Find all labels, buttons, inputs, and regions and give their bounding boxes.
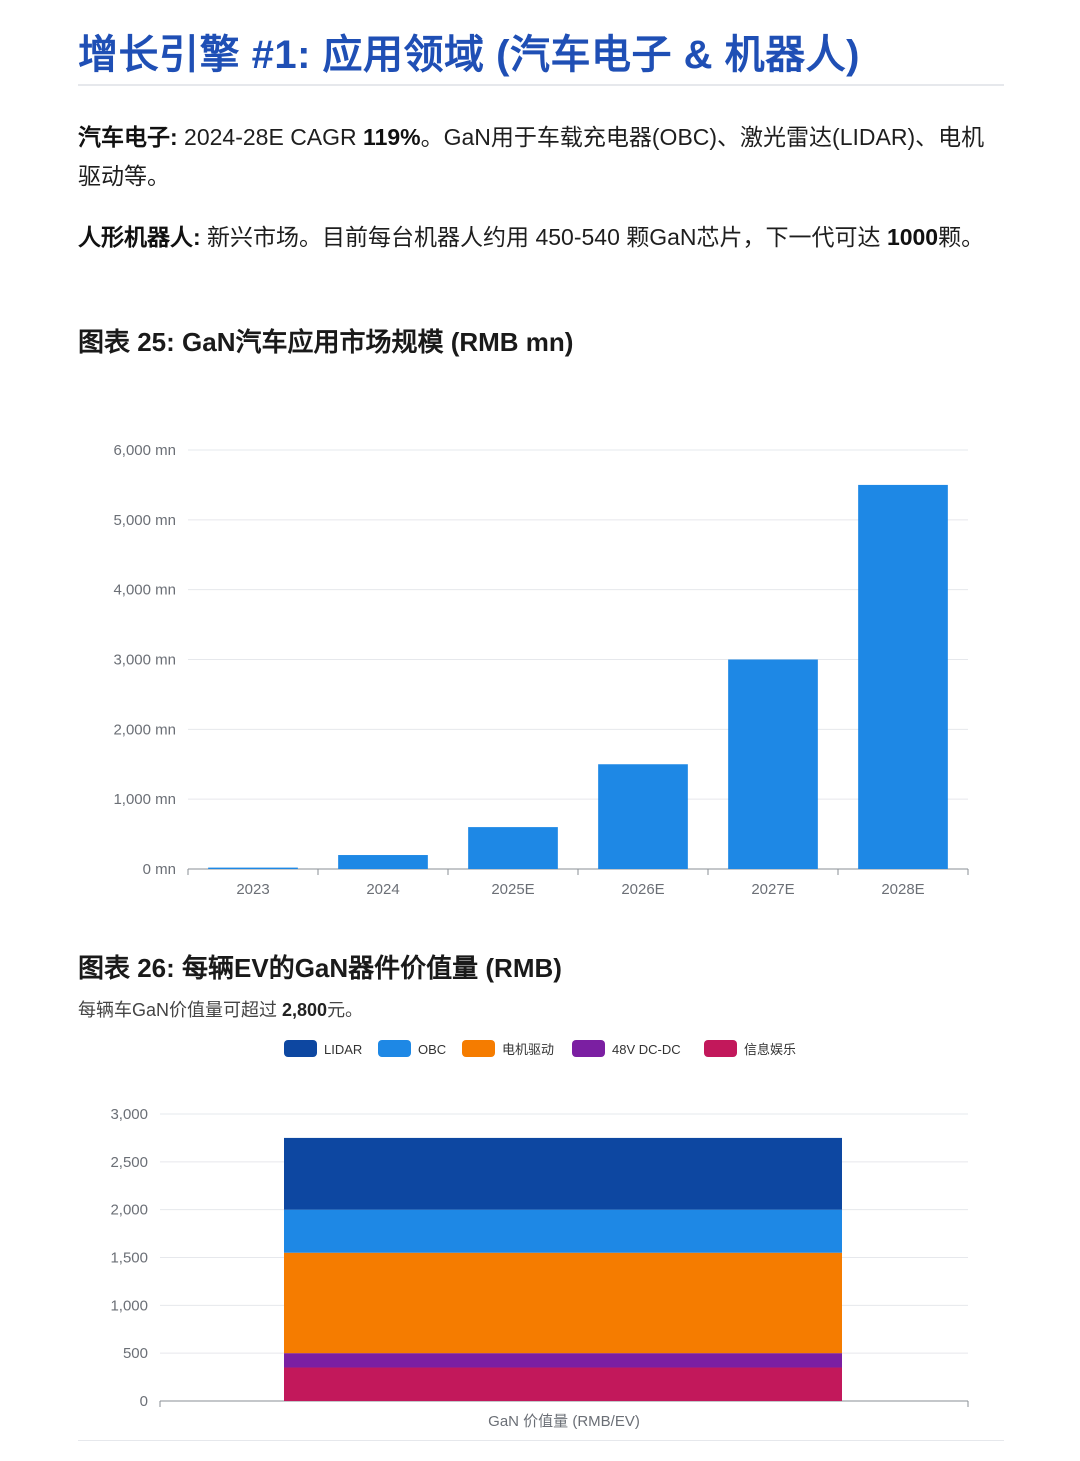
x-tick-label: GaN 价值量 (RMB/EV) (488, 1413, 640, 1430)
figure-26-subtitle: 每辆车GaN价值量可超过 2,800元。 (78, 996, 363, 1022)
figure-26-subtitle-text: 每辆车GaN价值量可超过 (78, 1000, 283, 1020)
legend-swatch (378, 1040, 411, 1057)
bar (338, 855, 428, 869)
auto-electronics-paragraph: 汽车电子: 2024-28E CAGR 119%。GaN用于车载充电器(OBC)… (78, 118, 1004, 196)
legend-swatch (704, 1040, 737, 1057)
legend-swatch (284, 1040, 317, 1057)
figure-26-title: 图表 26: 每辆EV的GaN器件价值量 (RMB) (78, 953, 562, 983)
y-tick-label: 2,000 (110, 1202, 148, 1219)
y-tick-label: 6,000 mn (113, 442, 176, 459)
stack-segment (284, 1367, 842, 1401)
bar (728, 659, 818, 869)
auto-text-1: 2024-28E CAGR (177, 124, 364, 150)
y-tick-label: 1,500 (110, 1250, 148, 1267)
y-tick-label: 2,000 mn (113, 721, 176, 738)
page-title: 增长引擎 #1: 应用领域 (汽车电子 & 机器人) (78, 33, 860, 77)
y-tick-label: 2,500 (110, 1154, 148, 1171)
bar (598, 764, 688, 869)
y-tick-label: 4,000 mn (113, 582, 176, 599)
y-tick-label: 0 mn (143, 861, 176, 878)
y-tick-label: 1,000 mn (113, 791, 176, 808)
market-size-bar-chart: 0 mn 1,000 mn 2,000 mn 3,000 mn 4,000 mn 5,00… (113, 442, 969, 898)
legend-label: OBC (418, 1042, 446, 1057)
legend-swatch (462, 1040, 495, 1057)
bottom-divider (78, 1440, 1004, 1441)
ev-value-stacked-chart: LIDAR OBC 电机驱动 48V DC-DC 信息娱乐 0 500 1,000 1,500 2… (110, 1040, 969, 1430)
figure-25-title: 图表 25: GaN汽车应用市场规模 (RMB mn) (78, 327, 574, 357)
title-divider (78, 84, 1004, 86)
legend-swatch (572, 1040, 605, 1057)
bar (858, 484, 948, 869)
legend-label: 电机驱动 (502, 1042, 554, 1057)
robot-text-2: 颗。 (938, 224, 985, 250)
x-tick-label: 2023 (236, 881, 269, 898)
robot-chip-count: 1000 (886, 224, 939, 250)
y-tick-label: 0 (140, 1393, 148, 1410)
y-tick-label: 1,000 (110, 1297, 148, 1314)
stack-segment (284, 1137, 842, 1210)
bar (208, 867, 298, 869)
figure-26-subtitle-end: 元。 (327, 1000, 364, 1020)
y-tick-label: 500 (123, 1345, 148, 1362)
stack-segment (284, 1252, 842, 1354)
legend-label: LIDAR (324, 1042, 362, 1057)
auto-cagr-value: 119% (363, 124, 421, 150)
x-tick-label: 2025E (491, 881, 534, 898)
stack-segment (284, 1209, 842, 1253)
legend-label: 信息娱乐 (744, 1042, 796, 1057)
x-tick-label: 2028E (881, 881, 924, 898)
figure-26-subtitle-value: 2,800 (282, 1000, 328, 1020)
legend-label: 48V DC-DC (612, 1042, 681, 1057)
stack-segment (284, 1353, 842, 1368)
y-tick-label: 3,000 (110, 1106, 148, 1123)
robot-text-1: 新兴市场。目前每台机器人约用 450-540 颗GaN芯片，下一代可达 (200, 224, 887, 250)
auto-text-2: 。GaN用于车载充电器(OBC)、激光雷达(LIDAR)、电机驱动等。 (78, 124, 985, 189)
x-tick-label: 2026E (621, 881, 664, 898)
robot-lead: 人形机器人: (78, 224, 201, 250)
y-tick-label: 3,000 mn (113, 652, 176, 669)
x-tick-label: 2027E (751, 881, 794, 898)
y-tick-label: 5,000 mn (113, 512, 176, 529)
robot-paragraph: 人形机器人: 新兴市场。目前每台机器人约用 450-540 颗GaN芯片，下一代… (78, 218, 1004, 257)
x-tick-label: 2024 (366, 881, 399, 898)
bar (468, 827, 558, 869)
auto-lead: 汽车电子: (78, 124, 178, 150)
